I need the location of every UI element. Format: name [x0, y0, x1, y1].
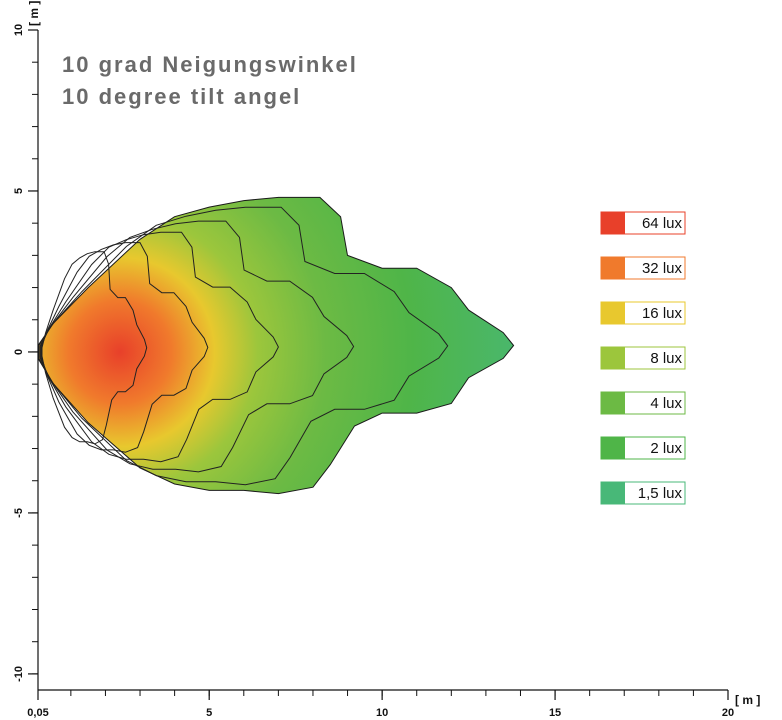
- legend-item: 64 lux: [600, 211, 686, 235]
- x-axis-unit: [ m ]: [735, 693, 760, 707]
- legend-item: 1,5 lux: [600, 481, 686, 505]
- y-tick-label: -10: [13, 666, 25, 682]
- x-tick-label: 15: [549, 707, 561, 719]
- isolux-contour: [40, 242, 209, 453]
- y-axis-unit: [ m ]: [27, 1, 41, 26]
- title-line-2: 10 degree tilt angel: [62, 84, 301, 109]
- legend-swatch: [601, 347, 625, 369]
- y-tick-label: 5: [13, 188, 25, 194]
- x-axis: 0,05 5 10 15 20 [ m ]: [27, 689, 760, 719]
- legend-label: 64 lux: [642, 215, 683, 232]
- legend-swatch: [601, 257, 625, 279]
- isolux-contour: [38, 206, 449, 486]
- legend-item: 16 lux: [600, 301, 686, 325]
- legend-label: 2 lux: [650, 440, 682, 457]
- title-line-1: 10 grad Neigungswinkel: [62, 52, 358, 77]
- y-tick-label: 10: [13, 24, 25, 36]
- x-tick-label: 5: [206, 707, 212, 719]
- plot-area: [37, 196, 515, 495]
- legend-label: 8 lux: [650, 350, 682, 367]
- legend-swatch: [601, 212, 625, 234]
- y-tick-label: -5: [13, 508, 25, 518]
- legend-swatch: [601, 302, 625, 324]
- legend-swatch: [601, 437, 625, 459]
- chart-title: 10 grad Neigungswinkel 10 degree tilt an…: [62, 52, 358, 109]
- legend-item: 32 lux: [600, 256, 686, 280]
- x-tick-label: 0,05: [27, 707, 48, 719]
- legend-item: 8 lux: [600, 346, 686, 370]
- y-axis-ticks: 10 5 0 -5 -10: [13, 24, 38, 682]
- illuminance-area: [37, 196, 515, 495]
- legend-label: 16 lux: [642, 305, 683, 322]
- legend-item: 4 lux: [600, 391, 686, 415]
- isolux-contour: [40, 231, 279, 463]
- legend-swatch: [601, 482, 625, 504]
- legend: 64 lux 32 lux 16 lux 8 lux 4 lux 2 lux 1,5 lux: [600, 211, 686, 505]
- y-tick-label: 0: [13, 349, 25, 355]
- isolux-contour: [41, 251, 148, 445]
- legend-label: 32 lux: [642, 260, 683, 277]
- y-axis: 10 5 0 -5 -10 [ m ]: [13, 1, 41, 690]
- isolux-contours: [38, 206, 449, 486]
- x-tick-label: 10: [376, 707, 388, 719]
- legend-swatch: [601, 392, 625, 414]
- legend-item: 2 lux: [600, 436, 686, 460]
- legend-label: 1,5 lux: [638, 485, 683, 502]
- x-tick-label: 20: [722, 707, 734, 719]
- isolux-contour: [39, 220, 355, 473]
- x-axis-ticks: 0,05 5 10 15 20: [27, 690, 734, 719]
- legend-label: 4 lux: [650, 395, 682, 412]
